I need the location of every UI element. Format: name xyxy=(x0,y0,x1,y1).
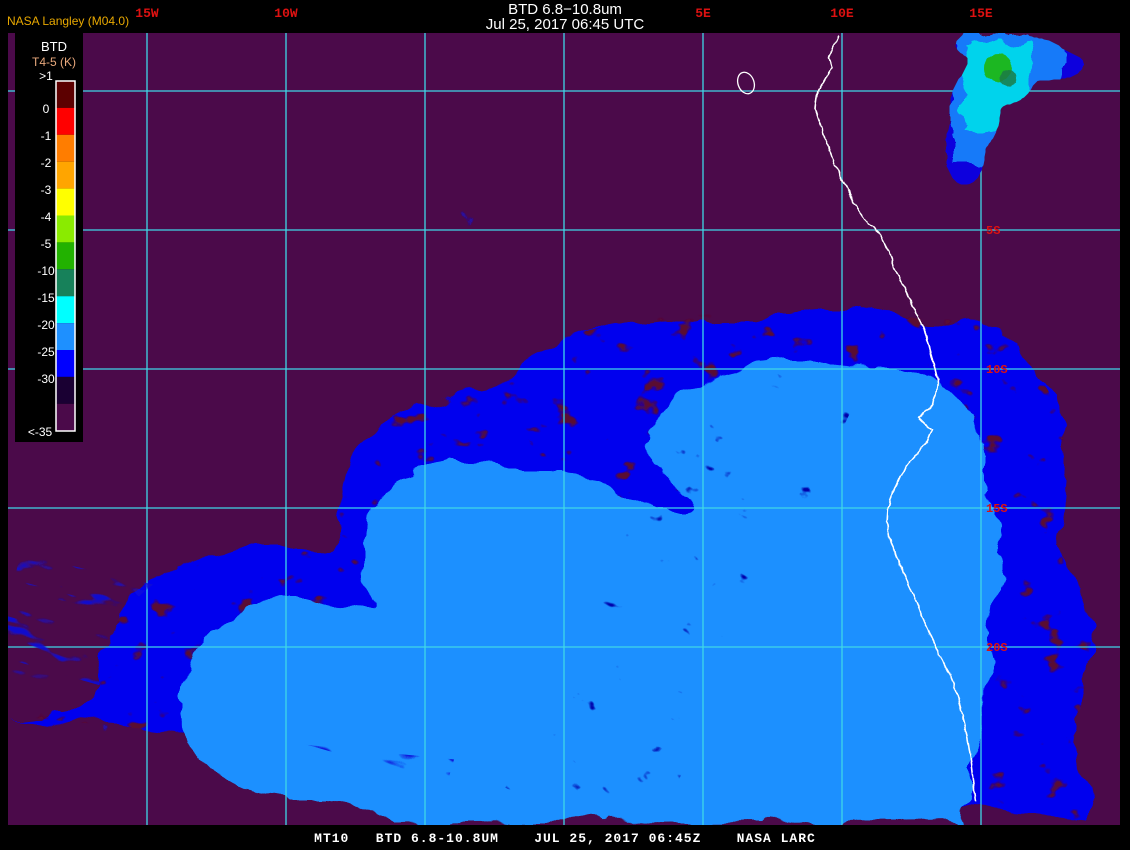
svg-text:>1: >1 xyxy=(39,69,53,83)
svg-text:-30: -30 xyxy=(37,372,55,386)
svg-text:-4: -4 xyxy=(41,210,52,224)
svg-text:-2: -2 xyxy=(41,156,52,170)
svg-text:-10: -10 xyxy=(37,264,55,278)
svg-text:-5: -5 xyxy=(41,237,52,251)
svg-text:0: 0 xyxy=(43,102,50,116)
svg-text:-1: -1 xyxy=(41,129,52,143)
svg-text:10S: 10S xyxy=(986,363,1008,377)
svg-text:-15: -15 xyxy=(37,291,55,305)
svg-text:-20: -20 xyxy=(37,318,55,332)
svg-text:-25: -25 xyxy=(37,345,55,359)
svg-text:15S: 15S xyxy=(986,502,1008,516)
svg-text:BTD: BTD xyxy=(41,39,67,54)
svg-text:20S: 20S xyxy=(986,641,1008,655)
svg-text:T4-5 (K): T4-5 (K) xyxy=(32,55,76,69)
svg-text:-3: -3 xyxy=(41,183,52,197)
svg-text:<-35: <-35 xyxy=(28,425,53,439)
svg-text:5S: 5S xyxy=(986,224,1000,238)
